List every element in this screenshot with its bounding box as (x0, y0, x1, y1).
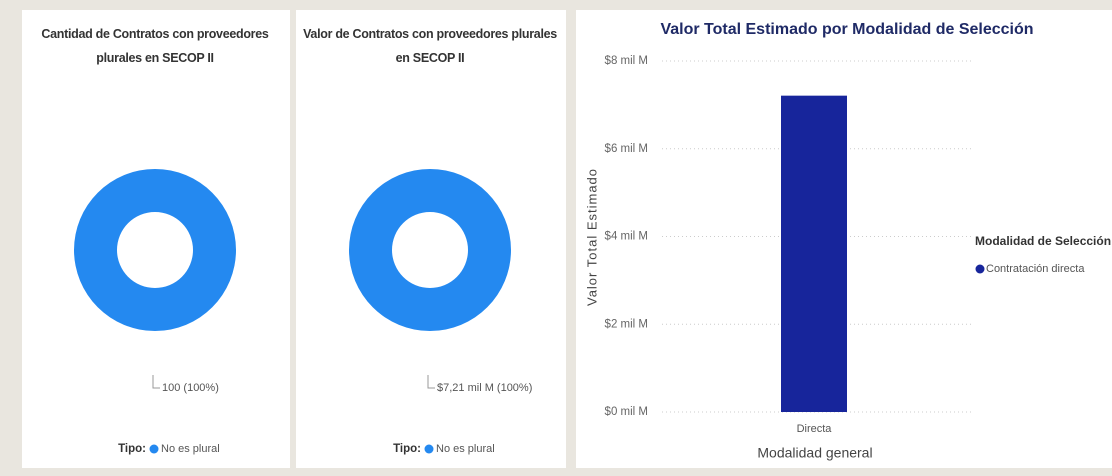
legend-marker (149, 444, 159, 454)
legend-title: Tipo: (118, 443, 146, 455)
chart-title: Valor Total Estimado por Modalidad de Se… (660, 21, 1033, 38)
panel (22, 10, 290, 468)
y-tick-label: $2 mil M (605, 318, 648, 330)
y-tick-label: $8 mil M (605, 55, 648, 67)
data-label: $7,21 mil M (100%) (437, 382, 532, 394)
bar (781, 95, 847, 412)
donut-slice (349, 169, 511, 331)
legend-title: Modalidad de Selección (975, 234, 1111, 248)
y-tick-label: $0 mil M (605, 406, 648, 418)
donut-slice (74, 169, 236, 331)
legend-label: No es plural (161, 443, 220, 455)
y-tick-label: $6 mil M (605, 143, 648, 155)
chart-title: Cantidad de Contratos con proveedores pl… (41, 27, 269, 65)
x-tick-label: Directa (797, 423, 833, 435)
chart-title: Valor de Contratos con proveedores plura… (303, 27, 557, 65)
legend-label: Contratación directa (986, 263, 1085, 275)
x-axis-label: Modalidad general (757, 445, 872, 461)
y-tick-label: $4 mil M (605, 231, 648, 243)
legend-label: No es plural (436, 443, 495, 455)
legend-title: Tipo: (393, 443, 421, 455)
panel (296, 10, 566, 468)
leader-line (152, 375, 160, 389)
legend-marker (975, 264, 985, 274)
data-label: 100 (100%) (162, 382, 219, 394)
y-axis-label: Valor Total Estimado (584, 168, 599, 306)
leader-line (427, 375, 435, 389)
legend-marker (424, 444, 434, 454)
